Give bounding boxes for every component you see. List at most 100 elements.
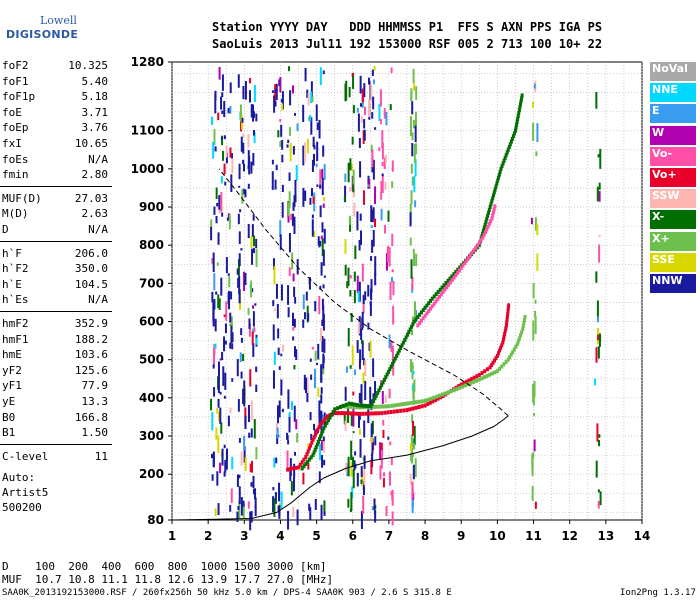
echo-noise-mark <box>219 391 222 395</box>
echo-trace-point <box>358 411 362 416</box>
echo-trace-point <box>380 383 384 388</box>
echo-noise-mark <box>253 235 256 247</box>
echo-noise-mark <box>369 301 372 316</box>
echo-trace-point <box>506 306 510 311</box>
echo-noise-mark <box>240 497 243 516</box>
echo-trace-point <box>372 404 376 409</box>
echo-noise-mark <box>306 89 309 98</box>
echo-trace-point <box>325 420 329 425</box>
echo-noise-mark <box>344 238 347 255</box>
echo-trace-point <box>408 407 412 412</box>
echo-noise-mark <box>348 215 351 225</box>
echo-trace-point <box>291 466 295 471</box>
echo-noise-mark <box>211 453 214 459</box>
parameter-name: h`Es <box>2 293 29 307</box>
echo-trace-point <box>302 457 306 462</box>
echo-noise-mark <box>389 104 392 111</box>
parameter-separator <box>0 443 112 445</box>
echo-trace-point <box>452 388 456 393</box>
echo-trace-point <box>514 344 518 349</box>
echo-noise-mark <box>357 321 360 334</box>
parameter-row: fxI 10.65 <box>0 136 112 152</box>
echo-trace-point <box>477 243 481 248</box>
echo-noise-mark <box>352 169 355 185</box>
echo-trace-point <box>457 268 461 273</box>
echo-noise-mark <box>362 372 365 384</box>
echo-noise-mark <box>321 336 324 353</box>
echo-trace-point <box>307 446 311 451</box>
echo-noise-mark <box>411 142 414 157</box>
echo-trace-point <box>373 411 377 416</box>
echo-trace-point <box>384 375 388 380</box>
parameter-row: fmin 2.80 <box>0 167 112 183</box>
echo-noise-mark <box>240 451 243 466</box>
echo-trace-point <box>452 272 456 277</box>
echo-noise-mark <box>318 471 321 484</box>
echo-noise-mark <box>323 275 326 278</box>
parameter-value: 2.63 <box>81 207 109 221</box>
echo-noise-mark <box>413 143 416 163</box>
echo-noise-mark <box>275 457 278 464</box>
echo-trace-point <box>500 164 504 169</box>
echo-trace-point <box>488 365 492 370</box>
echo-noise-mark <box>223 471 226 477</box>
echo-noise-mark <box>291 85 294 94</box>
echo-noise-mark <box>534 501 537 509</box>
echo-noise-mark <box>306 384 309 403</box>
echo-noise-mark <box>323 500 326 514</box>
echo-noise-mark <box>255 384 258 393</box>
echo-noise-mark <box>311 159 314 172</box>
echo-noise-mark <box>252 488 255 495</box>
echo-trace-point <box>416 314 420 319</box>
echo-noise-mark <box>533 83 536 89</box>
echo-noise-mark <box>221 74 224 91</box>
echo-noise-mark <box>225 452 228 470</box>
echo-noise-mark <box>220 422 223 434</box>
echo-noise-mark <box>379 465 382 480</box>
echo-trace-point <box>460 384 464 389</box>
echo-trace-point <box>493 370 497 375</box>
echo-noise-mark <box>240 136 243 152</box>
parameter-name: yF2 <box>2 363 22 377</box>
echo-noise-mark <box>242 503 245 522</box>
echo-noise-mark <box>319 285 322 290</box>
echo-trace-point <box>494 356 498 361</box>
echo-noise-mark <box>231 158 234 174</box>
echo-noise-mark <box>354 451 357 456</box>
echo-noise-mark <box>249 369 252 387</box>
echo-trace-point <box>500 343 504 348</box>
echo-noise-mark <box>210 226 213 241</box>
echo-noise-mark <box>281 184 284 193</box>
echo-noise-mark <box>304 312 307 320</box>
echo-trace-point <box>449 389 453 394</box>
echo-noise-mark <box>412 370 415 375</box>
echo-noise-mark <box>295 164 298 181</box>
echo-noise-mark <box>347 498 350 508</box>
parameter-row: hmF2 352.9 <box>0 316 112 332</box>
echo-noise-mark <box>415 143 418 155</box>
echo-trace-point <box>482 232 486 237</box>
echo-trace-point <box>313 447 317 452</box>
echo-noise-mark <box>370 256 373 261</box>
echo-noise-mark <box>240 328 243 336</box>
echo-noise-mark <box>354 245 357 260</box>
echo-noise-mark <box>244 457 247 472</box>
echo-trace-point <box>414 405 418 410</box>
parameter-separator <box>0 240 112 242</box>
x-tick-label: 4 <box>276 529 284 543</box>
echo-trace-point <box>440 392 444 397</box>
echo-trace-point <box>361 411 365 416</box>
echo-trace-point <box>505 314 509 319</box>
echo-trace-point <box>463 261 467 266</box>
echo-noise-mark <box>244 272 247 286</box>
echo-noise-mark <box>371 239 374 253</box>
echo-noise-mark <box>361 311 364 328</box>
footer-version: Ion2Png 1.3.17 <box>620 588 696 598</box>
plot-grid <box>171 61 643 521</box>
echo-noise-mark <box>353 289 356 304</box>
echo-trace-point <box>467 378 471 383</box>
echo-trace-point <box>414 317 418 322</box>
echo-trace-point <box>450 278 454 283</box>
echo-trace-point <box>344 411 348 416</box>
echo-trace-point <box>498 366 502 371</box>
